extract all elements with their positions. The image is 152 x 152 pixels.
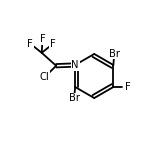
Text: F: F — [40, 34, 45, 44]
Text: F: F — [125, 82, 131, 92]
Text: F: F — [50, 39, 56, 49]
Text: Br: Br — [69, 93, 80, 103]
Text: Cl: Cl — [40, 72, 50, 82]
Text: Br: Br — [109, 49, 120, 59]
Text: N: N — [71, 60, 79, 70]
Text: F: F — [28, 39, 33, 49]
